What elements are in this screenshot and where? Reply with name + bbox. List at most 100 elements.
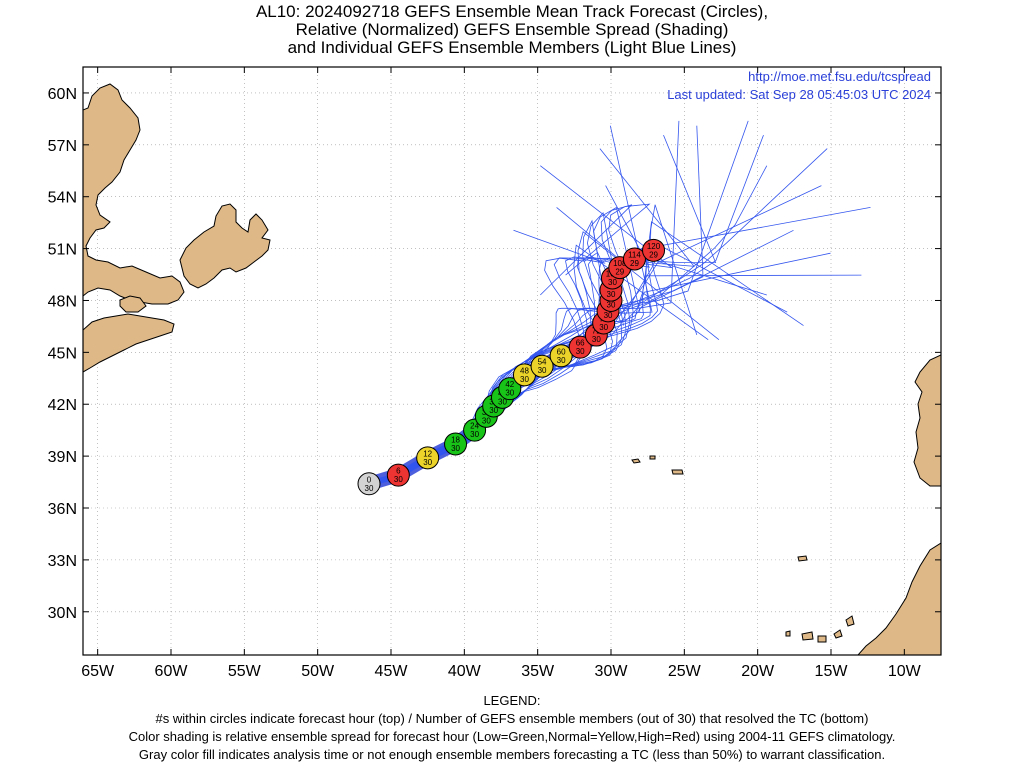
land-canaries-4 [833,629,843,639]
forecast-hour-label: 12 [423,449,432,458]
ocean-background [83,67,941,655]
land-canaries-5 [845,615,855,627]
forecast-hour-label: 6 [396,467,401,476]
title-line-2: Relative (Normalized) GEFS Ensemble Spre… [295,20,729,39]
forecast-hour-label: 120 [647,242,661,251]
forecast-circle-fill [549,344,573,368]
member-count-label: 30 [608,278,617,287]
forecast-circle: 030 [357,472,381,496]
lon-tick-label: 30W [595,663,629,680]
forecast-hour-label: 60 [557,347,566,356]
plot-frame [82,66,942,656]
lat-tick-label: 51N [48,242,77,259]
lat-tick-label: 60N [48,86,77,103]
forecast-circle-fill [568,335,592,359]
member-count-label: 29 [649,250,658,259]
legend-line-3: Gray color fill indicates analysis time … [138,747,886,762]
land-newfoundland [179,203,271,289]
forecast-hour-label: 18 [451,436,460,445]
lon-tick-label: 50W [301,663,335,680]
forecast-hour-label: 48 [520,366,529,375]
forecast-hour-label: 0 [367,475,372,484]
credit-updated: Last updated: Sat Sep 28 05:45:03 UTC 20… [667,87,931,102]
lat-tick-label: 36N [48,501,77,518]
land-nova-scotia [83,313,175,373]
land-canaries-1 [785,630,791,637]
legend-heading: LEGEND: [483,693,541,708]
member-count-label: 30 [482,416,491,425]
member-count-label: 30 [394,475,403,484]
member-count-label: 30 [604,311,613,320]
member-count-label: 30 [576,347,585,356]
member-count-label: 30 [489,406,498,415]
forecast-hour-label: 66 [576,339,585,348]
forecast-circle-fill [416,446,440,470]
member-count-label: 30 [592,335,601,344]
member-count-label: 30 [423,458,432,467]
lat-tick-label: 45N [48,345,77,362]
land-azores-1 [631,458,641,464]
lon-tick-label: 20W [741,663,775,680]
forecast-hour-label: 24 [470,422,479,431]
legend-line-1: #s within circles indicate forecast hour… [155,711,869,726]
member-count-label: 29 [615,268,624,277]
lat-tick-label: 33N [48,553,77,570]
lat-tick-label: 48N [48,293,77,310]
lon-tick-label: 15W [815,663,849,680]
lon-tick-label: 35W [521,663,555,680]
credit-url[interactable]: http://moe.met.fsu.edu/tcspread [748,69,931,84]
forecast-circle-fill [530,354,554,378]
member-count-label: 30 [607,300,616,309]
lon-tick-label: 55W [228,663,262,680]
member-count-label: 29 [630,259,639,268]
lat-tick-label: 30N [48,605,77,622]
forecast-circle-fill [444,432,468,456]
land-cape-breton [119,295,147,313]
title-line-1: AL10: 2024092718 GEFS Ensemble Mean Trac… [255,2,769,21]
forecast-hour-label: 42 [505,380,514,389]
member-count-label: 30 [470,430,479,439]
lon-tick-label: 45W [375,663,409,680]
forecast-hour-label: 108 [613,259,627,268]
lon-tick-label: 25W [668,663,702,680]
land-canaries-2 [801,631,814,641]
member-count-label: 30 [557,356,566,365]
member-count-label: 30 [498,397,507,406]
land-canaries-3 [817,635,827,643]
member-count-label: 30 [451,444,460,453]
lat-tick-label: 42N [48,397,77,414]
member-count-label: 30 [607,290,616,299]
lat-tick-label: 54N [48,190,77,207]
forecast-circle: 630 [386,463,410,487]
member-count-label: 30 [520,375,529,384]
land-labrador [83,67,185,305]
legend-line-2: Color shading is relative ensemble sprea… [128,729,896,744]
member-count-label: 30 [599,323,608,332]
forecast-circle-fill [622,247,646,271]
forecast-circle-fill [498,377,522,401]
member-count-label: 30 [505,389,514,398]
lon-tick-label: 60W [155,663,189,680]
land-iberia [913,354,941,487]
lat-tick-label: 57N [48,138,77,155]
forecast-circle-fill [642,238,666,262]
lon-tick-label: 10W [888,663,922,680]
land-azores-3 [671,469,684,475]
forecast-circle-fill [357,472,381,496]
forecast-hour-label: 54 [538,358,547,367]
lon-tick-label: 65W [81,663,115,680]
lon-tick-label: 40W [448,663,482,680]
forecast-circle-fill [386,463,410,487]
land-azores-2 [649,455,656,460]
land-morocco [857,542,941,655]
